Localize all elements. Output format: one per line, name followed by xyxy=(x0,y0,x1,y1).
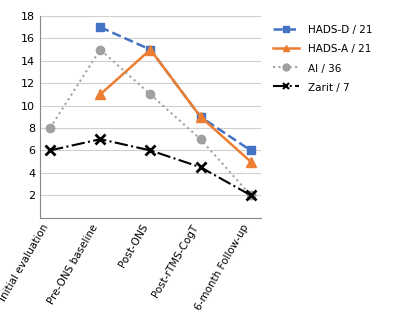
Legend: HADS-D / 21, HADS-A / 21, AI / 36, Zarit / 7: HADS-D / 21, HADS-A / 21, AI / 36, Zarit… xyxy=(270,21,375,96)
